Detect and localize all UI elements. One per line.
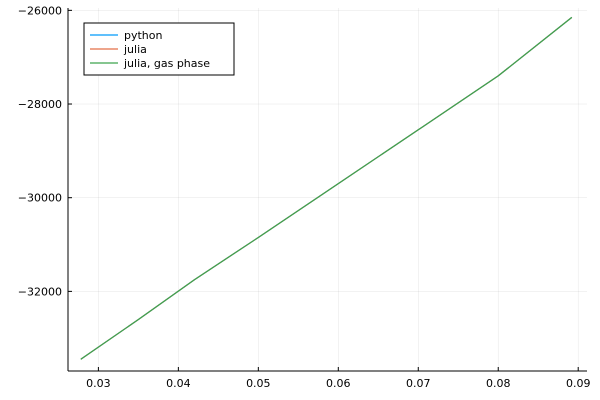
legend-label: python	[124, 29, 163, 42]
axes	[67, 8, 587, 372]
x-tick-label: 0.07	[406, 377, 431, 390]
y-tick-label: −32000	[18, 285, 62, 298]
x-tick-label: 0.05	[246, 377, 271, 390]
x-tick-label: 0.06	[326, 377, 351, 390]
series-lines	[80, 16, 573, 360]
series-line-julia-gas-phase	[80, 16, 573, 360]
x-tick-label: 0.03	[86, 377, 111, 390]
y-tick-label: −30000	[18, 192, 62, 205]
legend-label: julia, gas phase	[123, 57, 210, 70]
x-tick-label: 0.08	[486, 377, 511, 390]
legend-label: julia	[123, 43, 147, 56]
y-tick-label: −28000	[18, 98, 62, 111]
y-tick-label: −26000	[18, 4, 62, 17]
x-tick-label: 0.09	[566, 377, 591, 390]
tick-labels: 0.03 0.04 0.05 0.06 0.07 0.08 0.09 −32000 −30000…	[18, 4, 591, 390]
x-tick-label: 0.04	[166, 377, 191, 390]
grid-lines	[68, 8, 587, 371]
